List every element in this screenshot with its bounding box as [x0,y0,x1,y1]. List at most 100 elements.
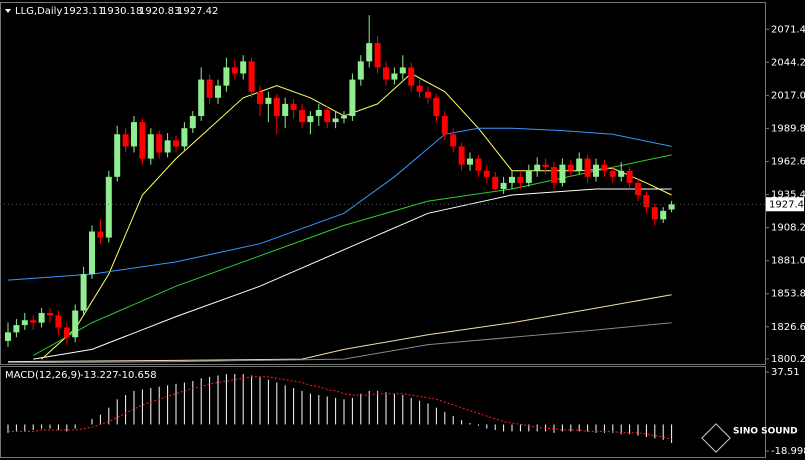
watermark: SINO SOUND [733,427,798,437]
candle-body [223,67,230,86]
candle-body [576,158,583,171]
candle-body [450,134,457,147]
y-tick-label: 2044.20 [771,57,805,68]
candle-body [517,176,524,183]
candle-body [147,134,154,159]
moving-average-line [33,188,672,360]
candle-body [231,67,238,74]
candle-body [651,207,658,220]
y-tick-label: 1826.60 [771,322,805,333]
menu-triangle[interactable] [5,9,11,13]
candle-body [38,312,45,323]
candle-body [290,103,297,110]
candle-body [122,134,129,147]
macd-title: MACD(12,26,9) [5,370,81,381]
open-value: 1923.11 [63,6,104,17]
candle-body [332,118,339,123]
candle-body [660,210,667,220]
candle-body [299,109,305,123]
candle-body [425,91,431,98]
candle-body [198,79,205,117]
y-tick-label: 1962.60 [771,156,805,167]
candle-body [164,140,171,153]
candle-body [551,167,557,183]
candle-body [105,176,112,238]
candle-body [441,116,448,135]
y-tick-label: 2017.00 [771,90,805,101]
candle-body [383,67,389,80]
moving-average-line [7,322,672,364]
candle-body [307,116,314,123]
candle-body [500,182,507,189]
candle-body [567,164,574,171]
candle-body [173,140,179,147]
candle-body [509,176,515,183]
candle-body [399,67,406,74]
candle-body [458,146,465,165]
y-tick-label: -18.998 [771,446,805,457]
y-tick-label: 1935.40 [771,190,805,201]
candle-body [542,164,549,168]
candle-body [80,274,87,311]
candle-body [374,43,381,68]
candle-body [139,122,146,159]
candle-body [341,116,347,119]
candle-body [584,158,591,177]
candle-body [13,325,20,333]
candle-body [593,164,599,177]
candle-body [72,310,79,338]
candle-body [63,327,70,338]
candle-body [324,109,331,123]
y-tick-label: 1908.20 [771,223,805,234]
signal-line [8,376,672,440]
candle-body [366,43,373,62]
candle-body [114,134,121,177]
candle-body [273,97,280,117]
candle-body [282,103,289,117]
candle-body [181,128,188,147]
high-value: 1930.18 [101,6,142,17]
candle-body [97,231,104,238]
candle-body [131,122,137,147]
candle-body [89,231,95,275]
current-price-box [766,197,804,212]
candle-body [467,158,473,165]
candle-body [55,315,62,328]
candle-body [668,204,675,210]
candle-body [248,61,255,92]
candle-body [408,67,415,86]
candle-body [643,195,650,208]
symbol-title: LLG,Daily [15,6,62,17]
price-panel-frame [0,2,766,365]
candle-body [30,320,37,323]
candle-body [206,79,213,98]
candle-body [483,170,490,177]
candle-body [416,85,423,92]
current-price-label: 1927.42 [769,199,805,210]
candle-body [156,134,163,153]
y-tick-label: 2071.40 [771,24,805,35]
candle-body [5,332,11,341]
y-tick-label: 37.51 [771,367,800,378]
candle-body [349,79,356,117]
candle-body [492,176,499,189]
close-value: 1927.42 [177,6,218,17]
low-value: 1920.83 [139,6,180,17]
y-tick-label: 1989.80 [771,123,805,134]
candle-body [357,61,364,80]
candle-body [609,170,616,177]
candle-body [559,164,566,183]
candle-body [215,85,221,98]
y-tick-label: 1853.80 [771,289,805,300]
macd-value: -13.227 [80,370,119,381]
candle-body [475,158,482,171]
moving-average-line [7,294,672,363]
moving-average-line [32,154,672,356]
candle-body [391,73,398,80]
candle-body [47,312,53,316]
candle-body [534,164,541,171]
candle-body [265,97,272,104]
candle-body [189,116,196,129]
